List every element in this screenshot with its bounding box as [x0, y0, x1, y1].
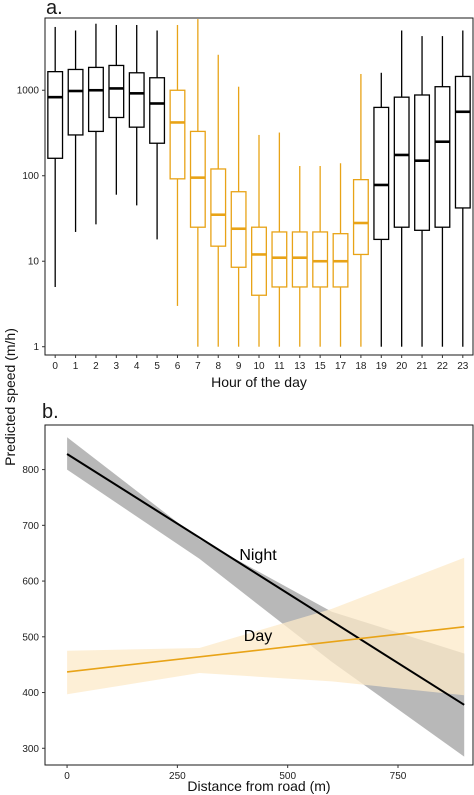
box-iqr	[414, 94, 431, 231]
y-tick-label: 400	[22, 688, 39, 699]
y-tick-label: 10	[28, 257, 40, 268]
box-iqr	[47, 71, 64, 159]
box-hour-2	[87, 23, 104, 225]
box-hour-22	[434, 36, 451, 347]
y-tick-label: 500	[22, 632, 39, 643]
x-tick-label: 22	[437, 361, 449, 372]
x-axis-title-panel-a: Hour of the day	[211, 374, 307, 390]
x-tick-label: 250	[169, 771, 186, 782]
y-tick-label: 300	[22, 744, 39, 755]
x-tick-label: 21	[416, 361, 428, 372]
line-marks: Night Day	[66, 437, 465, 757]
series-label-night: Night	[239, 547, 277, 564]
box-hour-1	[67, 30, 84, 232]
box-iqr	[352, 178, 369, 256]
box-hour-9	[230, 86, 247, 347]
x-tick-label: 23	[457, 361, 469, 372]
box-hour-7	[189, 19, 206, 347]
y-tick-label: 700	[22, 521, 39, 532]
y-axis-panel-b: 300 400 500 600 700 800	[22, 465, 45, 755]
box-iqr	[312, 231, 329, 288]
x-tick-label: 5	[154, 361, 160, 372]
box-hour-15	[312, 165, 329, 347]
x-tick-label: 20	[396, 361, 408, 372]
x-tick-label: 3	[114, 361, 120, 372]
box-iqr	[271, 231, 288, 288]
box-hour-18	[352, 73, 369, 347]
x-tick-label: 6	[175, 361, 181, 372]
box-iqr	[67, 68, 84, 136]
y-tick-label: 1000	[17, 86, 40, 97]
box-hour-11	[271, 132, 288, 347]
x-tick-label: 11	[274, 361, 285, 372]
box-hour-23	[454, 30, 471, 347]
box-iqr	[87, 66, 104, 133]
y-tick-label: 100	[22, 171, 39, 182]
x-tick-label: 0	[52, 361, 58, 372]
box-iqr	[393, 96, 410, 228]
box-iqr	[149, 77, 166, 144]
line-panel-distance-speed: b. Night Day 300 400 500 600 700 800 0 250 500 75…	[22, 401, 474, 794]
box-hour-0	[47, 26, 64, 287]
y-tick-label: 1	[33, 342, 39, 353]
panel-a-label: a.	[46, 0, 63, 19]
box-iqr	[454, 75, 471, 209]
panel-b-label: b.	[42, 401, 59, 423]
panel-b-frame	[44, 424, 474, 766]
x-tick-label: 2	[93, 361, 99, 372]
box-hour-6	[169, 24, 186, 306]
box-hour-17	[332, 163, 349, 347]
box-hour-3	[108, 24, 125, 195]
shared-y-axis-title: Predicted speed (m/h)	[2, 328, 18, 466]
x-axis-panel-a: 0 1 2 3 4 5 6 7 8 9 10 11 13 15 17 18 19 20 21 22 23	[52, 355, 469, 372]
box-iqr	[251, 226, 267, 296]
box-hour-19	[373, 72, 390, 347]
x-tick-label: 0	[64, 771, 70, 782]
box-hour-21	[414, 36, 431, 347]
box-iqr	[108, 64, 125, 119]
box-hour-20	[393, 30, 410, 347]
box-hour-4	[128, 24, 145, 206]
x-tick-label: 9	[236, 361, 242, 372]
series-label-day: Day	[244, 628, 272, 645]
y-tick-label: 800	[22, 465, 39, 476]
box-iqr	[434, 86, 451, 228]
x-tick-label: 7	[195, 361, 201, 372]
box-hour-10	[251, 134, 267, 347]
x-tick-label: 1	[73, 361, 79, 372]
box-iqr	[169, 89, 186, 180]
x-tick-label: 13	[294, 361, 306, 372]
y-axis-panel-a: 1 10 100 1000	[17, 86, 45, 353]
x-tick-label: 750	[390, 771, 407, 782]
x-tick-label: 4	[134, 361, 140, 372]
x-tick-label: 18	[355, 361, 367, 372]
x-tick-label: 8	[215, 361, 221, 372]
boxplot-marks	[47, 19, 471, 347]
x-tick-label: 500	[279, 771, 296, 782]
box-iqr	[291, 231, 308, 288]
x-tick-label: 19	[376, 361, 388, 372]
x-tick-label: 15	[315, 361, 327, 372]
trend-line-day	[66, 625, 465, 673]
x-tick-label: 17	[335, 361, 347, 372]
box-hour-8	[210, 54, 227, 347]
y-tick-label: 600	[22, 577, 39, 588]
x-tick-label: 10	[253, 361, 265, 372]
box-hour-13	[291, 165, 308, 347]
box-iqr	[210, 168, 227, 247]
box-hour-5	[149, 30, 166, 240]
x-axis-title-panel-b: Distance from road (m)	[187, 778, 330, 794]
trend-line-night	[66, 453, 465, 706]
box-iqr	[373, 106, 390, 241]
box-iqr	[189, 130, 206, 228]
x-axis-panel-b: 0 250 500 750	[64, 765, 407, 782]
box-iqr	[128, 72, 145, 128]
